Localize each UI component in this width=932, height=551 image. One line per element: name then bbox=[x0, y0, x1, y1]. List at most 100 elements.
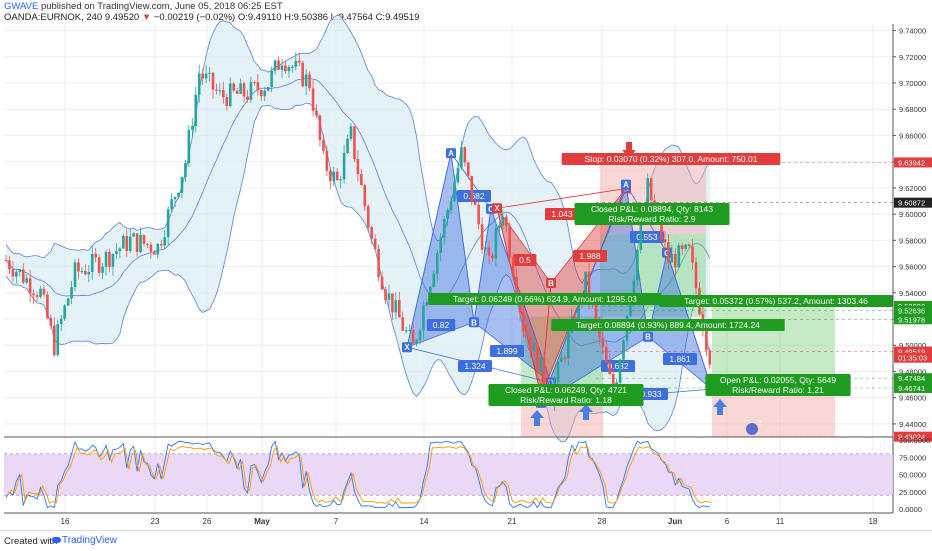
candle-body bbox=[211, 72, 215, 90]
candle-body bbox=[567, 332, 570, 359]
price-tick-label: 9.46000 bbox=[899, 394, 926, 403]
candle-body bbox=[166, 209, 170, 238]
position-label: Target: 0.06249 (0.66%) 624.9, Amount: 1… bbox=[453, 294, 637, 304]
pattern-ratio-label: 1.043 bbox=[551, 209, 573, 219]
svg-text:D: D bbox=[548, 379, 554, 388]
pattern-ratio-label: 0.5 bbox=[519, 255, 531, 265]
candle-body bbox=[484, 247, 487, 250]
stoch-tick-label: 0.0000 bbox=[899, 505, 922, 514]
candle-body bbox=[480, 224, 484, 250]
candle-body bbox=[442, 219, 446, 238]
candle-body bbox=[504, 216, 508, 227]
candle-body bbox=[70, 287, 73, 299]
pattern-ratio-label: 0.632 bbox=[607, 361, 629, 371]
price-tick-label: 9.48000 bbox=[899, 367, 926, 376]
price-tag-label: 9.60872 bbox=[898, 199, 925, 208]
candle-body bbox=[470, 175, 474, 202]
candle-body bbox=[353, 126, 356, 159]
pattern-ratio-label: 1.988 bbox=[579, 251, 601, 261]
candle-body bbox=[460, 147, 463, 168]
position-label-box bbox=[428, 293, 662, 305]
pattern-ratio-label: 1.899 bbox=[496, 346, 518, 356]
candle-body bbox=[349, 126, 353, 139]
candle-body bbox=[529, 336, 532, 352]
candle-body bbox=[232, 83, 235, 91]
candle-body bbox=[563, 357, 567, 359]
candle-body bbox=[94, 253, 97, 258]
candle-body bbox=[380, 277, 384, 290]
position-label: Open P&L: 0.02055, Qty: 5649 bbox=[720, 375, 837, 385]
time-tick-label: 16 bbox=[61, 517, 70, 526]
candle-body bbox=[149, 244, 153, 252]
time-tick-label: 11 bbox=[776, 517, 785, 526]
candle-body bbox=[622, 340, 625, 360]
candle-body bbox=[239, 83, 242, 94]
candle-body bbox=[263, 90, 267, 97]
time-tick-label: May bbox=[254, 517, 270, 526]
candle-body bbox=[56, 324, 60, 356]
pattern-ratio-label: 1.324 bbox=[464, 361, 486, 371]
candle-body bbox=[670, 254, 674, 263]
candle-body bbox=[170, 199, 173, 210]
buy-arrow-icon bbox=[713, 399, 727, 415]
time-tick-label: 26 bbox=[203, 517, 212, 526]
candle-body bbox=[646, 178, 649, 209]
candle-body bbox=[508, 226, 511, 258]
candle-body bbox=[308, 74, 311, 89]
candle-body bbox=[363, 185, 367, 207]
candle-body bbox=[532, 342, 536, 352]
candle-body bbox=[304, 74, 308, 87]
candle-body bbox=[59, 318, 63, 325]
position-label-box bbox=[561, 153, 781, 165]
stoch-tick-label: 100.0000 bbox=[899, 436, 930, 445]
pattern-ratio-line bbox=[496, 188, 627, 209]
candle-body bbox=[163, 237, 166, 246]
candle-body bbox=[125, 235, 129, 251]
position-label-box bbox=[705, 374, 851, 396]
svg-text:C: C bbox=[488, 205, 494, 214]
candle-body bbox=[649, 178, 653, 201]
price-tick-label: 9.50000 bbox=[899, 341, 926, 350]
candle-body bbox=[377, 248, 380, 278]
candle-body bbox=[108, 251, 111, 267]
candle-body bbox=[297, 60, 301, 63]
time-tick-label: Jun bbox=[668, 517, 682, 526]
candle-body bbox=[639, 221, 643, 250]
svg-text:X: X bbox=[404, 343, 410, 352]
candle-body bbox=[487, 247, 491, 256]
price-tag bbox=[894, 305, 932, 316]
candle-body bbox=[415, 339, 418, 344]
candle-body bbox=[473, 201, 477, 205]
pattern-point-B: B bbox=[643, 331, 653, 342]
position-label-box bbox=[659, 295, 893, 307]
symbol-legend: OANDA:EURNOK, 240 9.49520 ▼ −0.00219 (−0… bbox=[4, 12, 419, 23]
candle-body bbox=[315, 110, 318, 116]
candle-body bbox=[491, 255, 494, 259]
candle-body bbox=[601, 337, 605, 347]
candle-body bbox=[456, 167, 460, 183]
candle-body bbox=[560, 357, 563, 362]
author-name[interactable]: GWAVE bbox=[4, 1, 39, 12]
price-chart[interactable]: XABCDXABCDXABCD0.6820.821.3241.0430.51.9… bbox=[0, 0, 932, 530]
candle-body bbox=[346, 138, 349, 154]
price-tick-label: 9.62000 bbox=[899, 184, 926, 193]
candle-body bbox=[587, 271, 591, 301]
buy-arrow-icon bbox=[579, 404, 593, 420]
candle-body bbox=[608, 362, 612, 375]
candle-body bbox=[335, 171, 339, 181]
created-with-label: Created with bbox=[4, 536, 58, 547]
candle-body bbox=[142, 234, 146, 244]
price-tag-label: 9.47484 bbox=[898, 374, 925, 383]
candle-body bbox=[439, 237, 442, 253]
tradingview-brand-link[interactable]: TradingView bbox=[62, 535, 118, 546]
candle-body bbox=[46, 294, 49, 318]
candle-body bbox=[287, 66, 291, 72]
bollinger-lower bbox=[5, 102, 711, 443]
candle-body bbox=[253, 82, 256, 84]
candle-body bbox=[35, 295, 39, 297]
time-tick-label: 23 bbox=[151, 517, 160, 526]
candle-body bbox=[494, 228, 498, 259]
candle-body bbox=[84, 270, 87, 275]
candle-body bbox=[49, 317, 53, 326]
price-tag bbox=[894, 157, 932, 168]
